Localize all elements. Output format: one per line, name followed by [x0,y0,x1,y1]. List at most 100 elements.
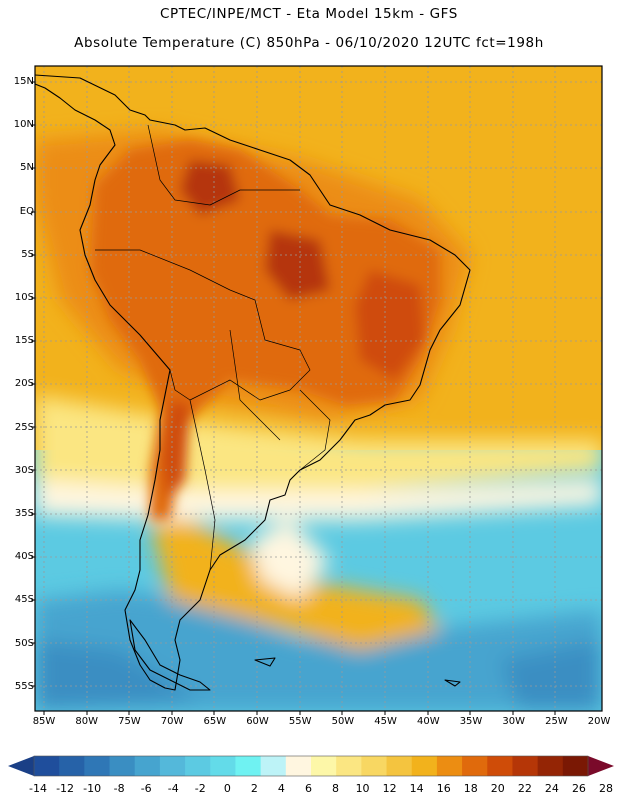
lon-label: 20W [587,716,611,727]
colorbar-swatch [436,756,463,776]
colorbar-swatch [487,756,513,776]
lat-label: 50S [14,637,34,649]
colorbar-label: 6 [304,782,312,795]
colorbar-swatch [235,756,262,776]
lat-label: 40S [14,551,34,563]
border-andes [189,399,216,571]
lon-label: 75W [118,716,141,727]
colorbar-swatch [285,756,312,776]
lat-label: 15S [14,335,34,347]
colorbar-label: 20 [490,782,505,795]
colorbar-label: 2 [250,782,258,795]
colorbar-label: -4 [167,782,179,795]
lat-label: 10S [14,292,34,303]
lat-label: 45S [14,594,34,606]
colorbar-label: 16 [436,782,451,795]
colorbar-label: 4 [277,782,285,795]
coastline-mainland [35,74,471,691]
field-band-pale [35,480,602,520]
lat-label: EQ [19,205,34,217]
lon-label: 45W [374,716,397,727]
colorbar-swatch [411,756,438,776]
colorbar-label: 18 [463,782,478,795]
lat-label: 15N [13,76,34,87]
lon-label: 65W [203,716,227,727]
colorbar-swatch [311,756,337,776]
axis-ticks [31,81,556,715]
colorbar-label: 8 [332,782,340,795]
colorbar-label: -10 [83,782,102,795]
colorbar-label: 0 [223,782,231,795]
colorbar-swatch [361,756,388,776]
lon-label: 50W [331,716,355,727]
colorbar-swatch [84,756,111,776]
colorbar-swatch [386,756,413,776]
lat-label: 5S [21,248,34,260]
country-borders [95,124,331,571]
field-hot-core-east [355,270,425,380]
colorbar [8,755,614,777]
colorbar-label: 24 [544,782,559,795]
colorbar-label: -8 [113,782,125,795]
lon-label: 30W [502,716,525,727]
colorbar-label: -14 [29,782,47,795]
lat-label: 30S [14,464,34,476]
border-south-east [289,389,331,481]
colorbar-swatch [34,756,60,776]
colorbar-swatch [59,756,85,776]
colorbar-label: -2 [194,782,206,795]
lon-label: 85W [32,716,56,727]
colorbar-swatch [260,756,287,776]
colorbar-label: 28 [599,782,613,795]
lat-label: 10N [13,119,34,131]
colorbar-label: 26 [571,782,586,795]
coastlines [35,74,471,691]
triangle-left-icon [8,756,34,776]
border-north [147,124,300,206]
colorbar-outline [33,755,589,777]
field-hot-core-north [180,160,240,215]
coastline-tierra-del-fuego [129,619,211,691]
field-cold-pocket [35,640,200,711]
field-pale-patch [250,520,330,600]
colorbar-swatch [336,756,362,776]
lat-label: 20S [14,378,34,390]
colorbar-swatch [462,756,488,776]
field-cold-pocket-east [500,640,602,711]
lon-label: 55W [288,716,312,727]
lon-label: 60W [246,716,269,727]
colorbar-label: 10 [355,782,370,795]
lon-label: 40W [416,716,440,727]
lat-label: 55S [14,680,34,692]
colorbar-swatch [562,756,589,776]
colorbar-swatch [185,756,211,776]
colorbar-swatch [210,756,236,776]
lat-label: 5N [20,162,34,174]
colorbar-label: -6 [140,782,152,795]
colorbar-label: 14 [409,782,424,795]
map-frame [34,65,603,712]
colorbar-swatch [159,756,186,776]
coastline-south-georgia [444,679,461,687]
lon-label: 35W [459,716,483,727]
border-central [95,249,311,401]
lon-label: 80W [75,716,98,727]
temperature-field [35,66,602,711]
lon-label: 25W [545,716,568,727]
map-title: CPTEC/INPE/MCT - Eta Model 15km - GFS [160,6,458,22]
border-interior [229,329,281,441]
triangle-right-icon [588,756,614,776]
colorbar-label: -12 [56,782,75,795]
field-hot-core-central [265,230,330,300]
coastline-falklands [254,657,276,667]
colorbar-swatch [134,756,161,776]
colorbar-swatch [537,756,564,776]
lat-label: 25S [14,421,34,433]
colorbar-label: 22 [517,782,532,795]
colorbar-swatch [109,756,136,776]
lon-label: 70W [160,716,184,727]
lat-label: 35S [14,508,34,519]
colorbar-swatch [512,756,539,776]
map-subtitle: Absolute Temperature (C) 850hPa - 06/10/… [74,35,544,51]
